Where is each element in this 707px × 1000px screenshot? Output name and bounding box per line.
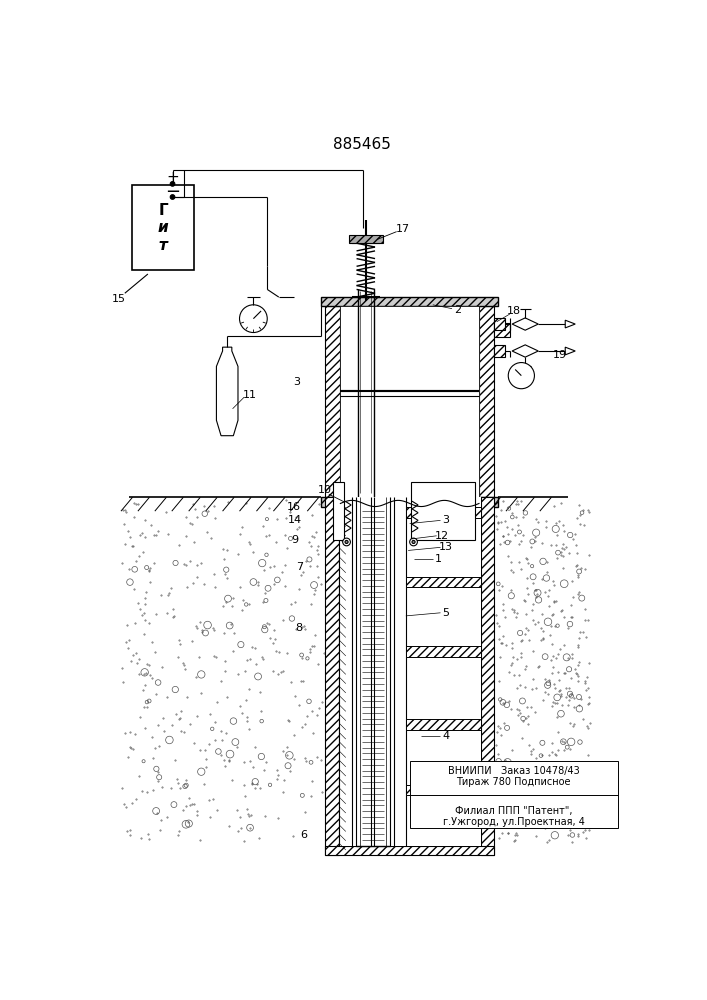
- Bar: [479, 306, 494, 497]
- Bar: [325, 497, 339, 855]
- Bar: [340, 306, 479, 497]
- Bar: [406, 507, 481, 518]
- Circle shape: [508, 363, 534, 389]
- Text: 19: 19: [553, 350, 567, 360]
- Text: и: и: [158, 220, 168, 235]
- Bar: [406, 577, 481, 587]
- Bar: [321, 297, 498, 306]
- Text: Тираж 780 Подписное: Тираж 780 Подписное: [457, 777, 571, 787]
- Circle shape: [412, 540, 415, 544]
- Bar: [325, 846, 494, 855]
- Text: 1: 1: [435, 554, 442, 564]
- Text: 4: 4: [443, 731, 450, 741]
- Text: −: −: [165, 183, 180, 201]
- Circle shape: [170, 195, 175, 199]
- Text: 11: 11: [243, 390, 257, 400]
- Text: 13: 13: [439, 542, 453, 552]
- Text: 18: 18: [507, 306, 520, 316]
- Bar: [494, 323, 510, 337]
- Bar: [321, 497, 498, 507]
- Text: Филиал ППП "Патент",: Филиал ППП "Патент",: [455, 806, 573, 816]
- Text: т: т: [159, 238, 168, 253]
- Circle shape: [170, 182, 175, 186]
- Text: г.Ужгород, ул.Проектная, 4: г.Ужгород, ул.Проектная, 4: [443, 817, 585, 827]
- Polygon shape: [512, 318, 538, 330]
- Text: 885465: 885465: [333, 137, 391, 152]
- Bar: [349, 235, 382, 243]
- Text: +: +: [166, 170, 179, 185]
- Text: ВНИИПИ   Заказ 10478/43: ВНИИПИ Заказ 10478/43: [448, 766, 580, 776]
- Bar: [406, 646, 481, 657]
- Text: 8: 8: [296, 623, 303, 633]
- Circle shape: [409, 538, 417, 546]
- Text: 3: 3: [443, 515, 450, 525]
- Polygon shape: [565, 320, 575, 328]
- Text: 14: 14: [288, 515, 302, 525]
- Text: 10: 10: [318, 485, 332, 495]
- Bar: [406, 785, 481, 795]
- Bar: [406, 719, 481, 730]
- Text: 9: 9: [291, 535, 298, 545]
- Circle shape: [345, 540, 348, 544]
- Bar: [409, 761, 618, 828]
- Text: 6: 6: [300, 830, 308, 840]
- Text: 12: 12: [435, 531, 449, 541]
- Polygon shape: [565, 347, 575, 355]
- Text: 2: 2: [454, 305, 461, 315]
- Bar: [132, 185, 194, 270]
- Bar: [339, 497, 481, 846]
- Bar: [481, 497, 494, 855]
- Text: 15: 15: [112, 294, 126, 304]
- Bar: [334, 482, 344, 540]
- Bar: [411, 482, 475, 540]
- Circle shape: [240, 305, 267, 333]
- Text: 3: 3: [293, 377, 300, 387]
- Bar: [494, 318, 506, 330]
- Text: Г: Г: [158, 203, 168, 218]
- Text: 7: 7: [296, 562, 303, 572]
- Text: 5: 5: [443, 608, 450, 618]
- Bar: [325, 306, 340, 497]
- Polygon shape: [216, 347, 238, 436]
- Text: 16: 16: [286, 502, 300, 512]
- Bar: [494, 345, 506, 357]
- Circle shape: [343, 538, 351, 546]
- Polygon shape: [512, 345, 538, 357]
- Text: 17: 17: [396, 224, 410, 234]
